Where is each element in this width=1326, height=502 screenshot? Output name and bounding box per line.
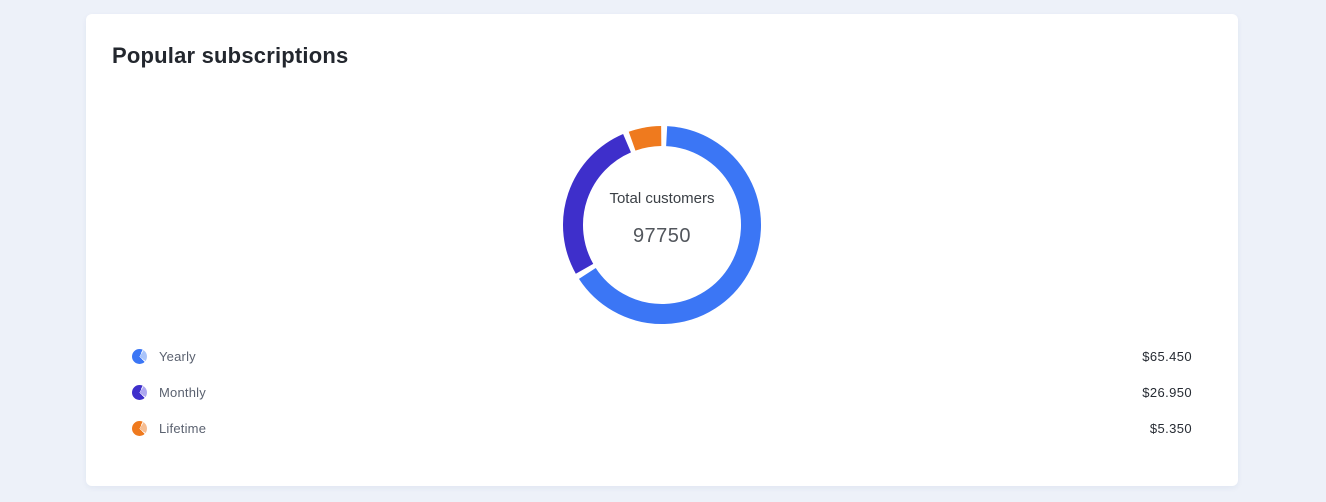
legend-label: Lifetime	[159, 420, 207, 436]
lifetime-pie-icon	[132, 420, 147, 436]
yearly-pie-icon	[132, 348, 147, 364]
popular-subscriptions-card: Popular subscriptions Total customers 97…	[86, 14, 1238, 486]
legend-value: $65.450	[1142, 348, 1192, 364]
card-title: Popular subscriptions	[112, 43, 349, 68]
donut-segment-yearly[interactable]	[578, 126, 761, 324]
legend-item-lifetime[interactable]: Lifetime $5.350	[132, 410, 1192, 446]
legend-item-monthly[interactable]: Monthly $26.950	[132, 374, 1192, 410]
legend-item-yearly[interactable]: Yearly $65.450	[132, 338, 1192, 374]
monthly-pie-icon	[132, 384, 147, 400]
donut-chart: Total customers 97750	[552, 115, 772, 335]
chart-legend: Yearly $65.450 Monthly $26.950 Lifetime …	[132, 338, 1192, 446]
legend-value: $5.350	[1149, 420, 1192, 436]
legend-value: $26.950	[1142, 384, 1192, 400]
donut-segment-monthly[interactable]	[563, 133, 632, 274]
donut-segment-lifetime[interactable]	[628, 126, 662, 151]
donut-chart-svg[interactable]	[552, 115, 772, 335]
legend-label: Yearly	[159, 348, 196, 364]
legend-label: Monthly	[159, 384, 206, 400]
